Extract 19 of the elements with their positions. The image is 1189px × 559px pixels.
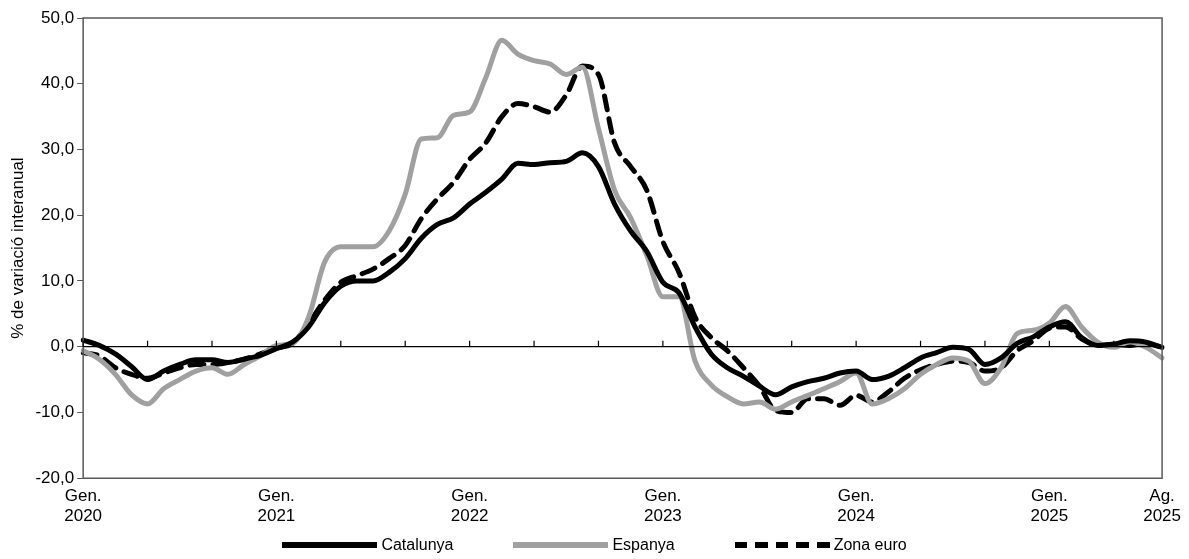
legend-label: Catalunya [381,536,454,554]
legend-label: Zona euro [833,536,907,554]
x-tick-label: Gen. 2021 [257,486,296,526]
y-tick-label: 10,0 [41,270,75,290]
y-tick-label: 50,0 [41,7,75,27]
x-tick-label: Ag. 2025 [1143,486,1181,526]
x-tick-label: Gen. 2024 [837,486,876,526]
x-tick-label: Gen. 2025 [1030,486,1069,526]
y-tick-label: -20,0 [35,467,75,487]
x-tick-label: Gen. 2023 [643,486,682,526]
y-tick-label: 0,0 [50,336,75,356]
y-tick-label: -10,0 [35,402,75,422]
y-tick-label: 20,0 [41,204,75,224]
x-tick-label: Gen. 2020 [64,486,103,526]
legend-label: Espanya [612,536,675,554]
x-tick-label: Gen. 2022 [450,486,489,526]
y-tick-label: 40,0 [41,73,75,93]
y-tick-label: 30,0 [41,139,75,159]
y-axis-title: % de variació interanual [7,157,27,339]
